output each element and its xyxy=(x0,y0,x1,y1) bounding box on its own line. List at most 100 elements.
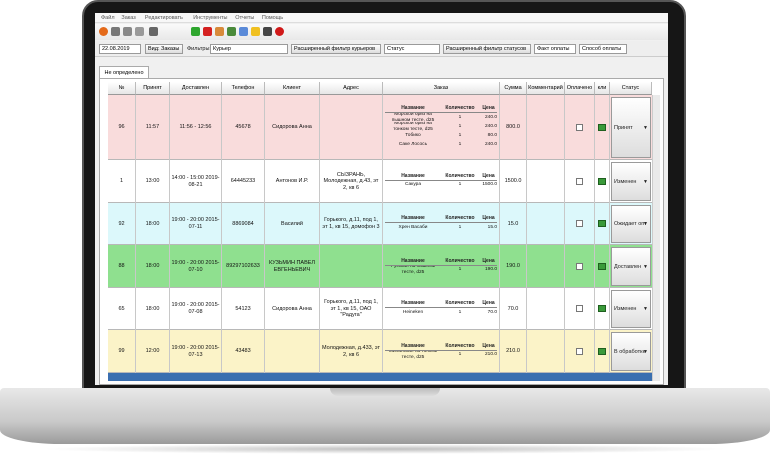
status-text: Изменен xyxy=(614,178,637,185)
client-icon[interactable] xyxy=(598,220,606,227)
column-header: Оплачено xyxy=(565,82,595,95)
orders-table: № Принят Доставлен Телефон Клиент Адрес Заказ С… xyxy=(108,82,652,382)
tool-icon[interactable] xyxy=(191,27,200,36)
tool-icon[interactable] xyxy=(135,27,144,36)
order-item: 1 xyxy=(458,123,462,129)
client-icon[interactable] xyxy=(598,177,606,185)
tool-icon[interactable] xyxy=(123,27,132,36)
status-dropdown[interactable]: Изменен ▼ xyxy=(611,290,651,328)
order-cell: Название Количество Цена Сакура 1 1500.0 xyxy=(383,160,500,203)
menu-item[interactable]: Помощь xyxy=(261,15,284,21)
column-header: № xyxy=(108,82,136,95)
status-dropdown[interactable]: В обработке ▼ xyxy=(611,332,651,371)
client-icon[interactable] xyxy=(598,347,606,355)
menu-item[interactable]: Отчеты xyxy=(235,15,255,21)
dropdown-arrow: ▼ xyxy=(643,348,648,355)
menu-item[interactable]: Инструменты xyxy=(193,15,228,21)
column-header: Доставлен xyxy=(170,82,222,95)
order-item: Тобико xyxy=(405,132,421,138)
tab[interactable]: Не определено xyxy=(99,66,149,78)
order-header: Название xyxy=(401,300,425,306)
courier-select[interactable]: Курьер xyxy=(210,44,288,54)
tool-icon[interactable] xyxy=(263,27,272,36)
order-item: Морской бриз на тонком тесте, d25 xyxy=(393,122,433,131)
cell xyxy=(595,330,610,373)
status-dropdown[interactable]: Доставлен ▼ xyxy=(611,247,651,286)
cell xyxy=(527,95,565,160)
payment-fact-select[interactable]: Факт оплаты xyxy=(534,44,576,54)
cell: 92 xyxy=(108,203,136,245)
cell: Василий xyxy=(265,203,320,245)
menu-item[interactable]: Редактировать xyxy=(144,15,183,21)
tool-icon[interactable] xyxy=(215,27,224,36)
client-icon[interactable] xyxy=(598,262,606,270)
cell xyxy=(565,203,595,245)
cell: 70.0 xyxy=(500,288,527,330)
paid-checkbox[interactable] xyxy=(576,123,583,131)
order-header: Количество xyxy=(445,300,475,306)
paid-checkbox[interactable] xyxy=(576,177,583,185)
tool-icon[interactable] xyxy=(227,27,236,36)
order-cell: Название Количество Цена Миланская на тонко… xyxy=(383,330,500,373)
paid-checkbox[interactable] xyxy=(576,305,583,312)
column-header: Адрес xyxy=(320,82,383,95)
status-text: Ожидает опт xyxy=(614,221,647,227)
order-cell: Название Количество Цена Heineken 1 70.0 xyxy=(383,288,500,330)
order-item: 210.0 xyxy=(484,352,497,358)
cell: Сидорова Анна xyxy=(265,95,320,160)
tool-icon[interactable] xyxy=(111,27,120,36)
cell: 89297102633 xyxy=(222,245,265,288)
cell: 43483 xyxy=(222,330,265,373)
tool-icon[interactable] xyxy=(99,27,108,36)
order-item: 70.0 xyxy=(487,309,497,315)
tool-icon[interactable] xyxy=(275,27,284,36)
client-icon[interactable] xyxy=(598,123,606,131)
order-separator xyxy=(385,112,497,113)
status-text: Изменен xyxy=(614,306,637,312)
order-item: 1 xyxy=(458,141,462,147)
order-header: Цена xyxy=(482,172,495,179)
tool-icon[interactable] xyxy=(239,27,248,36)
status-dropdown[interactable]: Принят ▼ xyxy=(611,97,651,158)
cell: КУЗЬМИН ПАВЕЛ ЕВГЕНЬЕВИЧ xyxy=(265,245,320,288)
scrollbar[interactable] xyxy=(652,95,660,381)
cell: 99 xyxy=(108,330,136,373)
payment-method-select[interactable]: Способ оплаты xyxy=(579,44,627,54)
tool-icon[interactable] xyxy=(203,27,212,36)
tool-icon[interactable] xyxy=(251,27,260,36)
order-header: Количество xyxy=(445,172,475,179)
order-separator xyxy=(385,349,497,351)
cell: Молодежная, д.433, эт 2, кв 6 xyxy=(320,330,383,373)
courier-ext-button[interactable]: Расширенный фильтр курьеров xyxy=(291,44,381,54)
table-row xyxy=(108,95,652,160)
client-icon[interactable] xyxy=(598,305,606,312)
status-ext-button[interactable]: Расширенный фильтр статусов xyxy=(443,44,531,54)
table-row xyxy=(108,330,652,373)
paid-checkbox[interactable] xyxy=(576,220,583,227)
paid-checkbox[interactable] xyxy=(576,347,583,355)
date-input[interactable]: 22.08.2019 xyxy=(99,44,141,54)
view-button[interactable]: Вид: Заказы xyxy=(145,44,183,54)
order-item: 1 xyxy=(458,182,462,188)
order-item: 1500.0 xyxy=(482,182,497,188)
status-select[interactable]: Статус xyxy=(384,44,440,54)
order-item: Сакура xyxy=(404,182,422,188)
order-separator xyxy=(385,307,497,308)
menu-item[interactable]: Файл xyxy=(101,15,115,21)
table-row xyxy=(108,160,652,203)
status-dropdown[interactable]: Изменен ▼ xyxy=(611,162,651,201)
cell: 18:00 xyxy=(136,288,170,330)
cell xyxy=(320,245,383,288)
order-cell: Название Количество Цена Хрен Васаби 1 15.0 xyxy=(383,203,500,245)
cell: 15.0 xyxy=(500,203,527,245)
column-header: Принят xyxy=(136,82,170,95)
tool-icon[interactable] xyxy=(149,27,158,36)
cell: 800.0 xyxy=(500,95,527,160)
cell: 19:00 - 20:00 2015-07-11 xyxy=(170,203,222,245)
menu-item[interactable]: Заказ xyxy=(121,15,136,21)
order-header: Название xyxy=(401,105,425,111)
status-dropdown[interactable]: Ожидает опт ▼ xyxy=(611,205,651,243)
order-separator xyxy=(385,264,497,266)
paid-checkbox[interactable] xyxy=(576,262,583,270)
